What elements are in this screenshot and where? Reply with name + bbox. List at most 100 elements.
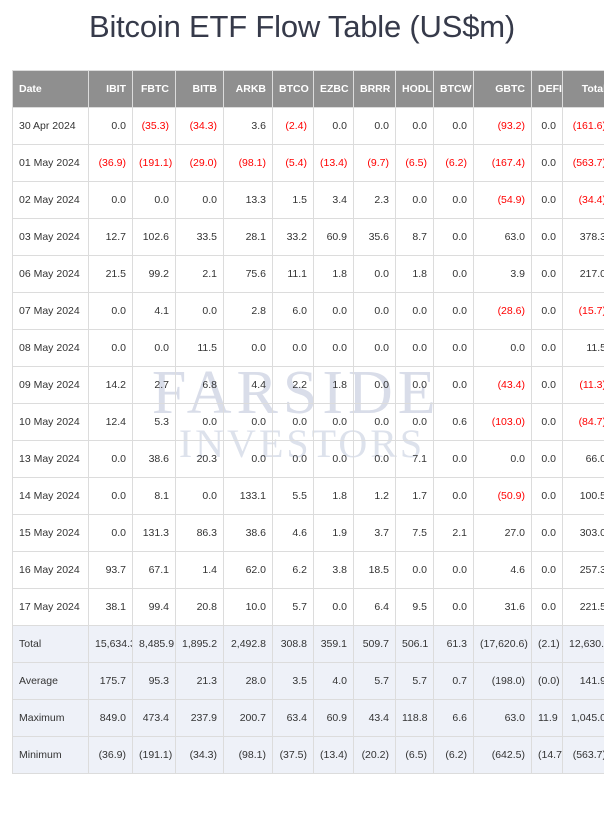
cell-hodl: 8.7 [395, 218, 434, 256]
cell-date: 03 May 2024 [12, 218, 89, 256]
cell-gbtc: (43.4) [473, 366, 532, 404]
cell-defi: 0.0 [531, 107, 563, 145]
summary-cell-btco: 3.5 [272, 662, 314, 700]
summary-cell-gbtc: 63.0 [473, 699, 532, 737]
cell-fbtc: 99.2 [132, 255, 176, 293]
cell-ezbc: (13.4) [313, 144, 354, 182]
cell-arkb: 0.0 [223, 440, 273, 478]
cell-bitb: 20.3 [175, 440, 224, 478]
cell-total: (34.4) [562, 181, 604, 219]
cell-total: (84.7) [562, 403, 604, 441]
summary-row-maximum: Maximum 849.0 473.4 237.9 200.7 63.4 60.9 43.4 1… [12, 699, 604, 737]
cell-btco: 5.5 [272, 477, 314, 515]
summary-cell-gbtc: (17,620.6) [473, 625, 532, 663]
cell-arkb: 133.1 [223, 477, 273, 515]
cell-brrr: 6.4 [353, 588, 396, 626]
cell-arkb: 0.0 [223, 403, 273, 441]
cell-btcw: 0.0 [433, 107, 474, 145]
cell-hodl: 9.5 [395, 588, 434, 626]
summary-cell-brrr: 5.7 [353, 662, 396, 700]
cell-gbtc: 31.6 [473, 588, 532, 626]
cell-btco: 2.2 [272, 366, 314, 404]
table-row: 14 May 2024 0.0 8.1 0.0 133.1 5.5 1.8 1.2 1.7 0.0… [12, 477, 604, 515]
cell-defi: 0.0 [531, 218, 563, 256]
cell-arkb: 75.6 [223, 255, 273, 293]
cell-ibit: 93.7 [88, 551, 133, 589]
table-container: FARSIDE INVESTORS Date IBIT FBTC BITB ARKB BT… [12, 70, 604, 774]
cell-btco: 0.0 [272, 440, 314, 478]
cell-bitb: (34.3) [175, 107, 224, 145]
summary-cell-btcw: 0.7 [433, 662, 474, 700]
cell-date: 17 May 2024 [12, 588, 89, 626]
cell-btco: 6.0 [272, 292, 314, 330]
summary-cell-btco: (37.5) [272, 736, 314, 774]
cell-fbtc: 99.4 [132, 588, 176, 626]
cell-ibit: 0.0 [88, 477, 133, 515]
summary-label: Total [12, 625, 89, 663]
table-row: 17 May 2024 38.1 99.4 20.8 10.0 5.7 0.0 6.4 9.5 0… [12, 588, 604, 626]
summary-cell-total: (563.7) [562, 736, 604, 774]
summary-cell-arkb: 28.0 [223, 662, 273, 700]
table-header: Date IBIT FBTC BITB ARKB BTCO EZBC BRRR HODL BTCW… [12, 70, 604, 108]
cell-brrr: 3.7 [353, 514, 396, 552]
cell-defi: 0.0 [531, 403, 563, 441]
cell-fbtc: 38.6 [132, 440, 176, 478]
column-header-hodl: HODL [395, 70, 434, 108]
cell-arkb: 0.0 [223, 329, 273, 367]
cell-fbtc: 0.0 [132, 181, 176, 219]
cell-ibit: 12.4 [88, 403, 133, 441]
cell-bitb: 0.0 [175, 403, 224, 441]
cell-btcw: 0.0 [433, 440, 474, 478]
cell-hodl: 7.1 [395, 440, 434, 478]
cell-ezbc: 0.0 [313, 329, 354, 367]
summary-cell-ibit: 15,634.3 [88, 625, 133, 663]
summary-cell-brrr: (20.2) [353, 736, 396, 774]
cell-btcw: 0.0 [433, 477, 474, 515]
summary-row-minimum: Minimum (36.9) (191.1) (34.3) (98.1) (37.5) (1… [12, 736, 604, 774]
cell-bitb: 20.8 [175, 588, 224, 626]
summary-cell-ibit: 175.7 [88, 662, 133, 700]
cell-gbtc: 0.0 [473, 440, 532, 478]
cell-fbtc: 5.3 [132, 403, 176, 441]
cell-total: (11.3) [562, 366, 604, 404]
cell-brrr: 18.5 [353, 551, 396, 589]
cell-btco: 0.0 [272, 329, 314, 367]
summary-cell-fbtc: 8,485.9 [132, 625, 176, 663]
summary-cell-ibit: 849.0 [88, 699, 133, 737]
summary-cell-bitb: 21.3 [175, 662, 224, 700]
cell-arkb: 13.3 [223, 181, 273, 219]
cell-bitb: 0.0 [175, 477, 224, 515]
column-header-bitb: BITB [175, 70, 224, 108]
summary-cell-btcw: 6.6 [433, 699, 474, 737]
cell-bitb: 0.0 [175, 292, 224, 330]
summary-label: Maximum [12, 699, 89, 737]
cell-ezbc: 0.0 [313, 107, 354, 145]
cell-date: 08 May 2024 [12, 329, 89, 367]
cell-date: 10 May 2024 [12, 403, 89, 441]
cell-arkb: 4.4 [223, 366, 273, 404]
cell-fbtc: 131.3 [132, 514, 176, 552]
cell-btcw: 0.0 [433, 181, 474, 219]
summary-cell-total: 12,630.5 [562, 625, 604, 663]
cell-arkb: 62.0 [223, 551, 273, 589]
cell-total: 378.3 [562, 218, 604, 256]
column-header-gbtc: GBTC [473, 70, 532, 108]
cell-ibit: 0.0 [88, 329, 133, 367]
cell-date: 30 Apr 2024 [12, 107, 89, 145]
cell-hodl: 0.0 [395, 403, 434, 441]
table-row: 13 May 2024 0.0 38.6 20.3 0.0 0.0 0.0 0.0 7.1 0.0… [12, 440, 604, 478]
cell-defi: 0.0 [531, 329, 563, 367]
summary-cell-arkb: 200.7 [223, 699, 273, 737]
cell-bitb: 0.0 [175, 181, 224, 219]
cell-hodl: 0.0 [395, 366, 434, 404]
table-body: 30 Apr 2024 0.0 (35.3) (34.3) 3.6 (2.4) 0.0 0.0… [12, 107, 604, 774]
cell-gbtc: 3.9 [473, 255, 532, 293]
cell-ibit: 14.2 [88, 366, 133, 404]
column-header-ibit: IBIT [88, 70, 133, 108]
summary-cell-total: 141.9 [562, 662, 604, 700]
summary-cell-gbtc: (198.0) [473, 662, 532, 700]
cell-btcw: (6.2) [433, 144, 474, 182]
cell-fbtc: 2.7 [132, 366, 176, 404]
summary-cell-hodl: 5.7 [395, 662, 434, 700]
